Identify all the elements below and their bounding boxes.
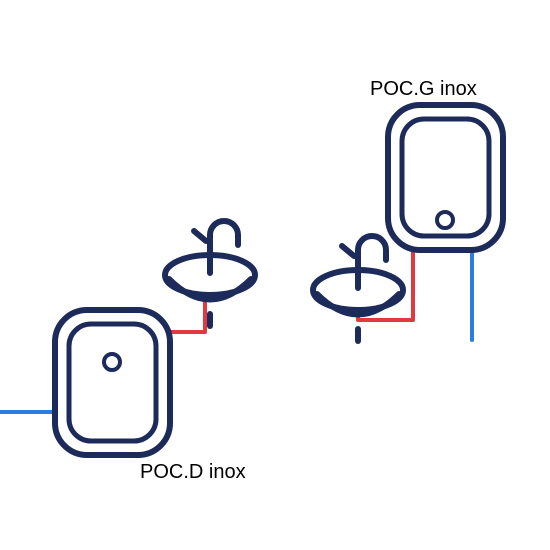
label-pocg: POC.G inox [370,78,477,100]
sink-left [165,221,255,326]
sink-right [313,236,403,341]
heater-pocd [55,310,170,455]
heater-pocg [388,105,503,250]
label-pocd: POC.D inox [140,461,246,483]
